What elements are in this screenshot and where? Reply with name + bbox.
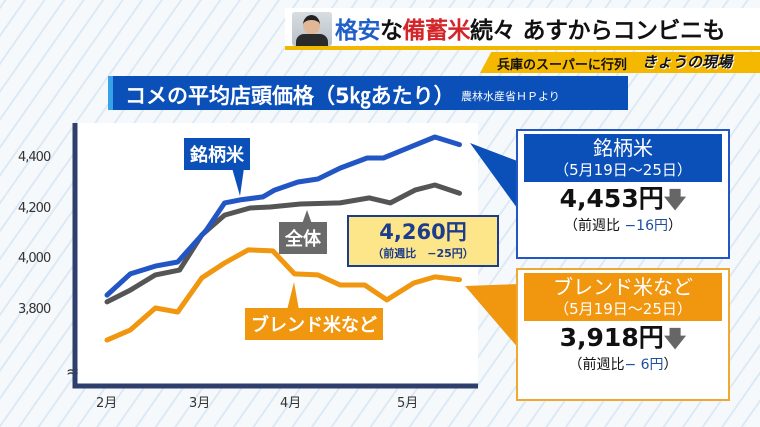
brand-box-name: 銘柄米	[593, 136, 653, 160]
overall-change: （前週比 −25円）	[372, 247, 474, 260]
change-close: ）	[663, 357, 678, 373]
chart-title-bar: コメの平均店頭価格（5㎏あたり） 農林水産省ＨＰより	[108, 76, 628, 110]
brand-tag-pointer	[232, 168, 244, 196]
headline-title-part: 続々 あすからコンビニも	[470, 18, 726, 44]
program-logo: きょうの現場	[642, 53, 733, 71]
blend-tag-pointer	[287, 282, 299, 310]
headline-title-part: 備蓄米	[402, 18, 471, 44]
anchor-thumbnail	[292, 12, 332, 46]
y-tick-label: 4,200	[18, 201, 51, 216]
overall-price-box: 4,260円 （前週比 −25円）	[347, 215, 499, 267]
x-tick-label: 4月	[280, 396, 302, 411]
headline-bar	[285, 8, 760, 50]
axes	[72, 123, 478, 389]
y-tick-label: 3,800	[18, 302, 51, 317]
brand-price-box: 銘柄米 （5月19日〜25日） 4,453円🡇 （前週比 −16円）	[516, 129, 730, 259]
headline-title: 格安な備蓄米続々 あすからコンビニも	[335, 11, 726, 45]
blend-box-period: （5月19日〜25日）	[554, 300, 692, 318]
chart-title: コメの平均店頭価格（5㎏あたり）	[125, 84, 455, 108]
x-tick-label: 2月	[96, 396, 118, 411]
brand-price: 4,453円	[559, 184, 664, 213]
arrow-down-icon: 🡇	[663, 188, 687, 213]
blend-price: 3,918円	[559, 323, 664, 352]
brand-change: （前週比 −16円）	[518, 215, 728, 235]
y-tick-label: 4,000	[18, 251, 51, 266]
headline-title-part: 格安	[335, 18, 381, 44]
arrow-down-icon: 🡇	[663, 327, 687, 352]
series-line-brand	[104, 134, 462, 298]
change-value: −16円	[624, 218, 668, 234]
blend-price-box: ブレンド米など （5月19日〜25日） 3,918円🡇 （前週比− 6円）	[516, 268, 730, 401]
subtitle-bar	[480, 52, 760, 73]
change-label: （前週比	[564, 218, 620, 234]
change-label: （前週比	[568, 357, 625, 373]
x-tick-label: 5月	[397, 396, 419, 411]
series-label-overall: 全体	[279, 222, 327, 254]
series-label-brand: 銘柄米	[184, 138, 250, 170]
series-label-blend: ブレンド米など	[245, 308, 383, 340]
brand-callout-pointer	[470, 143, 520, 212]
series-line-overall	[104, 182, 462, 305]
headline-subtitle: 兵庫のスーパーに行列	[497, 58, 627, 73]
brand-box-period: （5月19日〜25日）	[554, 161, 692, 179]
blend-box-name: ブレンド米など	[553, 275, 693, 299]
headline-title-part: な	[380, 18, 403, 44]
chart-source: 農林水産省ＨＰより	[461, 90, 560, 103]
blend-callout-pointer	[465, 284, 520, 350]
change-close: ）	[668, 218, 682, 234]
y-tick-label: 4,400	[18, 150, 51, 165]
blend-change: （前週比− 6円）	[518, 354, 728, 374]
x-tick-label: 3月	[189, 396, 211, 411]
overall-tag-pointer	[302, 210, 312, 224]
series-line-blend	[104, 247, 462, 343]
overall-price: 4,260円	[379, 220, 467, 244]
change-value: − 6円	[624, 357, 664, 373]
